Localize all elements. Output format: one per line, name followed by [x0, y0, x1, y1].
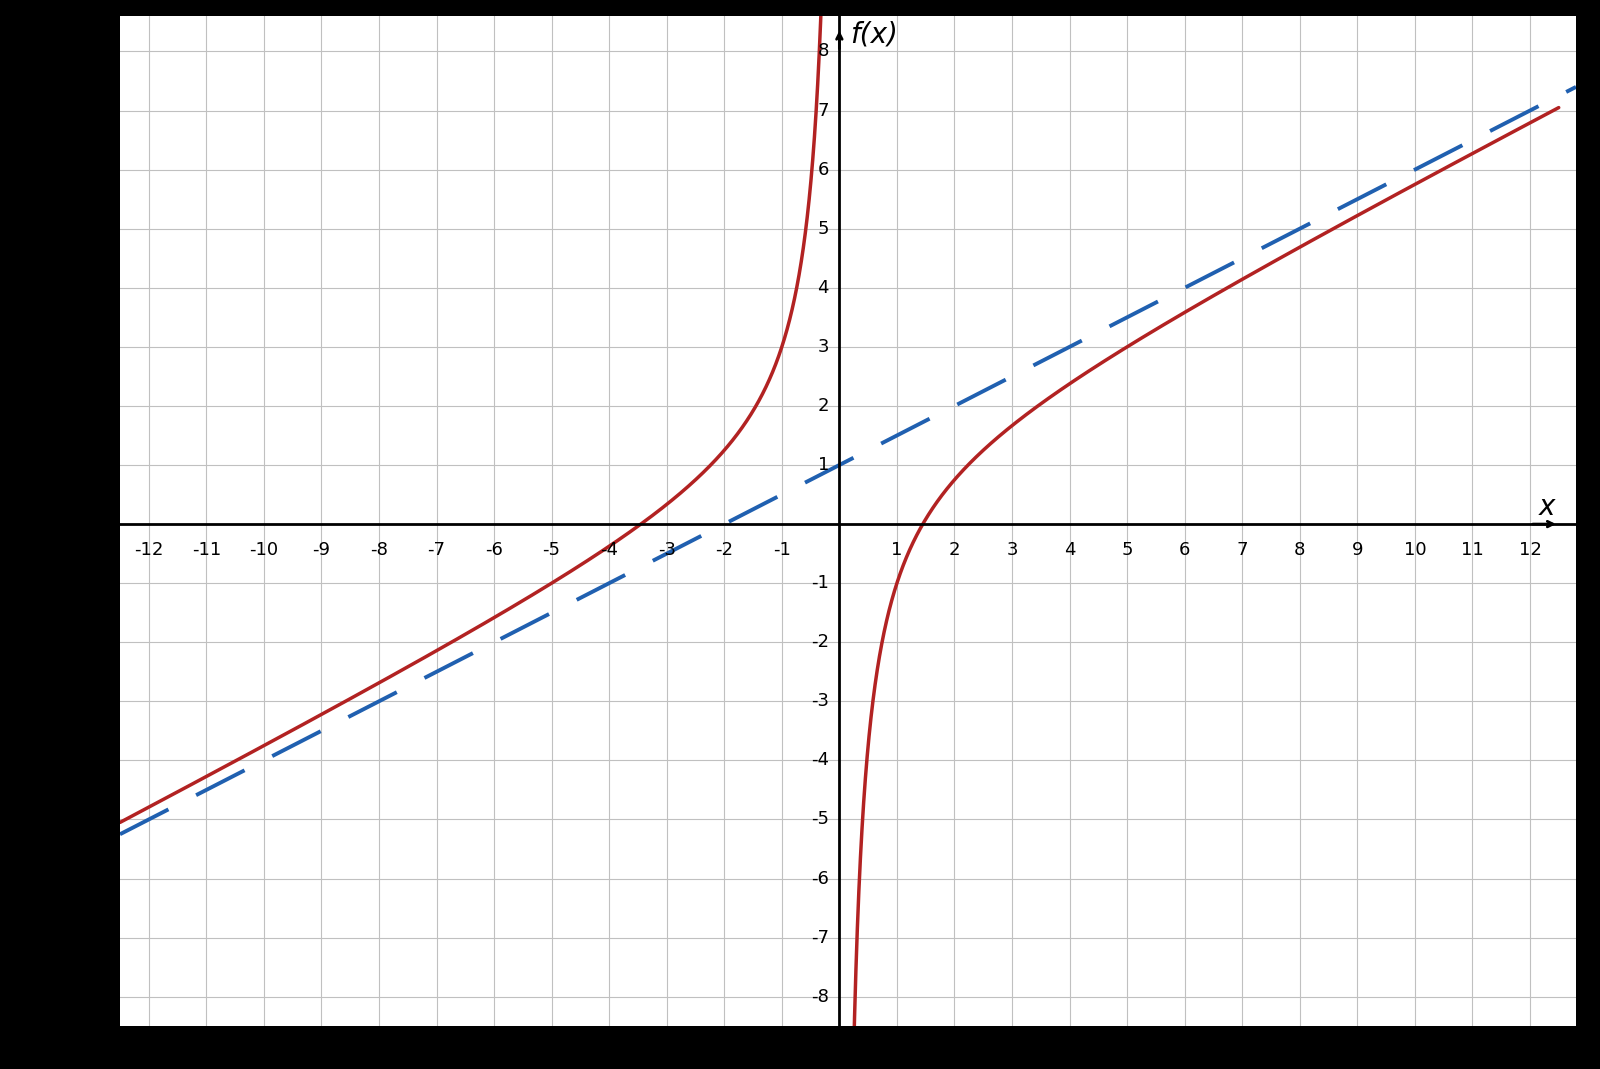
- Text: 11: 11: [1461, 541, 1483, 559]
- Text: -1: -1: [811, 574, 829, 592]
- Text: 1: 1: [891, 541, 902, 559]
- Text: 7: 7: [1237, 541, 1248, 559]
- Text: -8: -8: [811, 988, 829, 1006]
- Text: x: x: [1539, 493, 1555, 522]
- Text: f(x): f(x): [850, 20, 898, 48]
- Text: -10: -10: [250, 541, 278, 559]
- Text: 6: 6: [1179, 541, 1190, 559]
- Text: -5: -5: [542, 541, 560, 559]
- Text: 10: 10: [1403, 541, 1426, 559]
- Text: 9: 9: [1352, 541, 1363, 559]
- Text: 1: 1: [818, 456, 829, 474]
- Text: -3: -3: [658, 541, 675, 559]
- Text: -9: -9: [312, 541, 331, 559]
- Text: -11: -11: [192, 541, 221, 559]
- Text: 3: 3: [1006, 541, 1018, 559]
- Text: 3: 3: [818, 338, 829, 356]
- Text: -3: -3: [811, 693, 829, 710]
- Text: 2: 2: [949, 541, 960, 559]
- Text: -7: -7: [811, 929, 829, 947]
- Text: 4: 4: [1064, 541, 1075, 559]
- Text: -8: -8: [370, 541, 387, 559]
- Text: -12: -12: [134, 541, 163, 559]
- Text: -4: -4: [811, 752, 829, 770]
- Text: 5: 5: [818, 220, 829, 237]
- Text: -6: -6: [811, 869, 829, 887]
- Text: 6: 6: [818, 160, 829, 179]
- Text: -2: -2: [715, 541, 733, 559]
- Text: 8: 8: [818, 43, 829, 61]
- Text: -7: -7: [427, 541, 445, 559]
- Text: 8: 8: [1294, 541, 1306, 559]
- Text: -1: -1: [773, 541, 790, 559]
- Text: -6: -6: [485, 541, 502, 559]
- Text: 2: 2: [818, 397, 829, 415]
- Text: 5: 5: [1122, 541, 1133, 559]
- Text: -4: -4: [600, 541, 618, 559]
- Text: 4: 4: [818, 279, 829, 297]
- Text: -5: -5: [811, 810, 829, 828]
- Text: -2: -2: [811, 633, 829, 651]
- Text: 7: 7: [818, 102, 829, 120]
- Text: 12: 12: [1518, 541, 1541, 559]
